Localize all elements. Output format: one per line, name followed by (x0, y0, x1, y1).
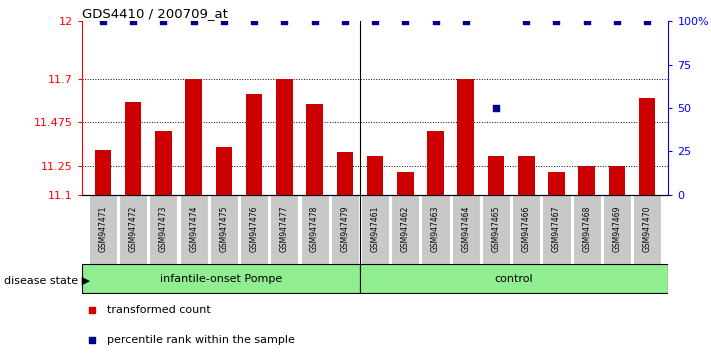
Text: GDS4410 / 200709_at: GDS4410 / 200709_at (82, 7, 228, 20)
Bar (95, 150, 111, 195)
Text: GSM947478: GSM947478 (310, 206, 319, 252)
FancyBboxPatch shape (482, 195, 510, 264)
Point (87, 337, 98, 343)
Point (127, 18, 139, 24)
FancyBboxPatch shape (82, 264, 360, 293)
Point (520, 18, 532, 24)
FancyBboxPatch shape (451, 195, 480, 264)
FancyBboxPatch shape (89, 195, 117, 264)
FancyBboxPatch shape (270, 195, 299, 264)
FancyBboxPatch shape (240, 195, 268, 264)
Text: GSM947473: GSM947473 (159, 206, 168, 252)
Text: GSM947470: GSM947470 (643, 206, 652, 252)
FancyBboxPatch shape (361, 195, 389, 264)
Bar (367, 156, 383, 195)
Bar (276, 79, 293, 195)
Text: GSM947463: GSM947463 (431, 206, 440, 252)
Point (218, 18, 230, 24)
Text: GSM947468: GSM947468 (582, 206, 592, 252)
Point (370, 18, 381, 24)
Bar (125, 102, 141, 195)
Text: GSM947476: GSM947476 (250, 206, 259, 252)
Bar (639, 98, 656, 195)
Point (188, 18, 199, 24)
Bar (457, 79, 474, 195)
FancyBboxPatch shape (572, 195, 601, 264)
Bar (246, 95, 262, 195)
Bar (578, 166, 595, 195)
FancyBboxPatch shape (149, 195, 178, 264)
FancyBboxPatch shape (301, 195, 328, 264)
Point (400, 18, 411, 24)
FancyBboxPatch shape (512, 195, 540, 264)
Bar (488, 156, 504, 195)
Text: disease state ▶: disease state ▶ (4, 275, 90, 285)
Point (641, 18, 653, 24)
Text: GSM947465: GSM947465 (491, 206, 501, 252)
Text: GSM947471: GSM947471 (98, 206, 107, 252)
FancyBboxPatch shape (422, 195, 449, 264)
Text: GSM947464: GSM947464 (461, 206, 470, 252)
Point (158, 18, 169, 24)
Text: percentile rank within the sample: percentile rank within the sample (107, 335, 294, 345)
Point (491, 105, 502, 111)
FancyBboxPatch shape (391, 195, 419, 264)
Text: GSM947466: GSM947466 (522, 206, 530, 252)
Bar (306, 104, 323, 195)
Point (339, 18, 351, 24)
Text: GSM947461: GSM947461 (370, 206, 380, 252)
FancyBboxPatch shape (180, 195, 208, 264)
Bar (427, 131, 444, 195)
Bar (609, 166, 625, 195)
Point (97, 18, 109, 24)
FancyBboxPatch shape (360, 264, 668, 293)
Point (460, 18, 471, 24)
Text: GSM947467: GSM947467 (552, 206, 561, 252)
Text: control: control (495, 274, 533, 284)
Text: transformed count: transformed count (107, 305, 210, 315)
FancyBboxPatch shape (210, 195, 238, 264)
Text: GSM947479: GSM947479 (341, 206, 349, 252)
Bar (518, 156, 535, 195)
FancyBboxPatch shape (633, 195, 661, 264)
Text: infantile-onset Pompe: infantile-onset Pompe (160, 274, 282, 284)
Bar (215, 147, 232, 195)
Text: GSM947472: GSM947472 (129, 206, 138, 252)
Bar (548, 172, 565, 195)
Point (430, 18, 442, 24)
FancyBboxPatch shape (119, 195, 147, 264)
Bar (336, 152, 353, 195)
Point (248, 18, 260, 24)
FancyBboxPatch shape (603, 195, 631, 264)
Bar (186, 79, 202, 195)
FancyBboxPatch shape (331, 195, 359, 264)
Point (279, 18, 290, 24)
Text: GSM947475: GSM947475 (220, 206, 228, 252)
Point (581, 18, 592, 24)
Point (309, 18, 320, 24)
Text: GSM947474: GSM947474 (189, 206, 198, 252)
Bar (397, 172, 414, 195)
Text: GSM947469: GSM947469 (612, 206, 621, 252)
Bar (155, 131, 172, 195)
Point (551, 18, 562, 24)
Text: GSM947477: GSM947477 (280, 206, 289, 252)
FancyBboxPatch shape (542, 195, 570, 264)
Point (87, 307, 98, 313)
Point (611, 18, 623, 24)
Text: GSM947462: GSM947462 (401, 206, 410, 252)
